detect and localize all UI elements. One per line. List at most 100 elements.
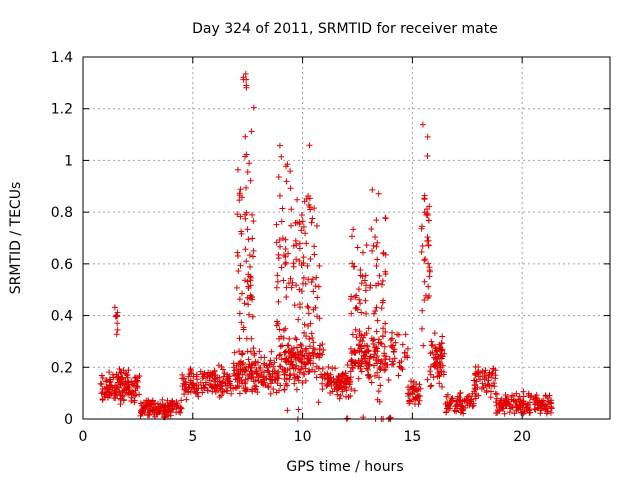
data-point [299, 352, 306, 359]
data-point [363, 330, 370, 337]
data-point [352, 326, 359, 333]
data-point [279, 205, 286, 212]
data-point [427, 371, 434, 378]
data-point [285, 250, 292, 257]
data-point [344, 415, 351, 422]
data-point [363, 359, 370, 366]
data-point [362, 287, 369, 294]
data-point [418, 225, 425, 232]
x-tick-label: 0 [79, 429, 88, 445]
data-point [291, 302, 298, 309]
data-point [506, 398, 513, 405]
data-point [138, 409, 145, 416]
data-point [242, 376, 249, 383]
data-point [438, 340, 445, 347]
data-point [358, 280, 365, 287]
data-point [244, 169, 251, 176]
data-point [128, 394, 135, 401]
data-point [286, 335, 293, 342]
data-point [363, 242, 370, 249]
data-point [357, 300, 364, 307]
data-point [218, 379, 225, 386]
data-point [282, 260, 289, 267]
data-point [282, 259, 289, 266]
data-point [380, 250, 387, 257]
data-point [387, 414, 394, 421]
data-point [488, 388, 495, 395]
data-point [117, 396, 124, 403]
data-point [300, 223, 307, 230]
data-point [236, 296, 243, 303]
data-point [137, 400, 144, 407]
data-point [367, 284, 374, 291]
data-point [424, 153, 431, 160]
data-point [381, 343, 388, 350]
data-point [207, 377, 214, 384]
data-point [140, 399, 147, 406]
data-point [491, 383, 498, 390]
x-axis-label: GPS time / hours [286, 459, 403, 475]
data-point [381, 367, 388, 374]
data-point [296, 219, 303, 226]
data-point [362, 272, 369, 279]
data-point [249, 388, 256, 395]
data-point [407, 378, 414, 385]
data-point [534, 398, 541, 405]
data-point [240, 326, 247, 333]
data-point [99, 386, 106, 393]
data-point [249, 211, 256, 218]
data-point [308, 219, 315, 226]
data-point [273, 355, 280, 362]
data-point [493, 402, 500, 409]
data-point [501, 410, 508, 417]
data-point [303, 240, 310, 247]
data-point [325, 363, 332, 370]
data-point [162, 403, 169, 410]
data-point [200, 373, 207, 380]
data-point [242, 388, 249, 395]
data-point [197, 379, 204, 386]
data-point [483, 375, 490, 382]
data-point [457, 396, 464, 403]
data-point [316, 315, 323, 322]
data-point [374, 256, 381, 263]
data-point [307, 256, 314, 263]
data-point [354, 244, 361, 251]
data-point [299, 218, 306, 225]
data-point [329, 388, 336, 395]
data-point [275, 298, 282, 305]
y-tick-label: 1 [64, 153, 73, 169]
data-point [98, 381, 105, 388]
data-point [275, 173, 282, 180]
data-point [148, 401, 155, 408]
data-point [274, 318, 281, 325]
data-point [301, 329, 308, 336]
data-point [308, 279, 315, 286]
data-point [291, 353, 298, 360]
data-point [231, 349, 238, 356]
data-point [259, 379, 266, 386]
data-point [359, 249, 366, 256]
data-point [274, 278, 281, 285]
data-point [249, 253, 256, 260]
data-point [283, 178, 290, 185]
data-point [502, 397, 509, 404]
data-point [116, 366, 123, 373]
data-point [227, 382, 234, 389]
data-point [494, 391, 501, 398]
data-point [287, 185, 294, 192]
data-point [178, 397, 185, 404]
data-point [334, 391, 341, 398]
data-point [296, 286, 303, 293]
data-point [358, 368, 365, 375]
data-point [294, 373, 301, 380]
data-point [187, 377, 194, 384]
data-point [351, 263, 358, 270]
data-point [537, 410, 544, 417]
data-point [241, 300, 248, 307]
data-point [234, 249, 241, 256]
data-point [237, 367, 244, 374]
data-point [248, 375, 255, 382]
data-point [428, 338, 435, 345]
data-point [278, 153, 285, 160]
